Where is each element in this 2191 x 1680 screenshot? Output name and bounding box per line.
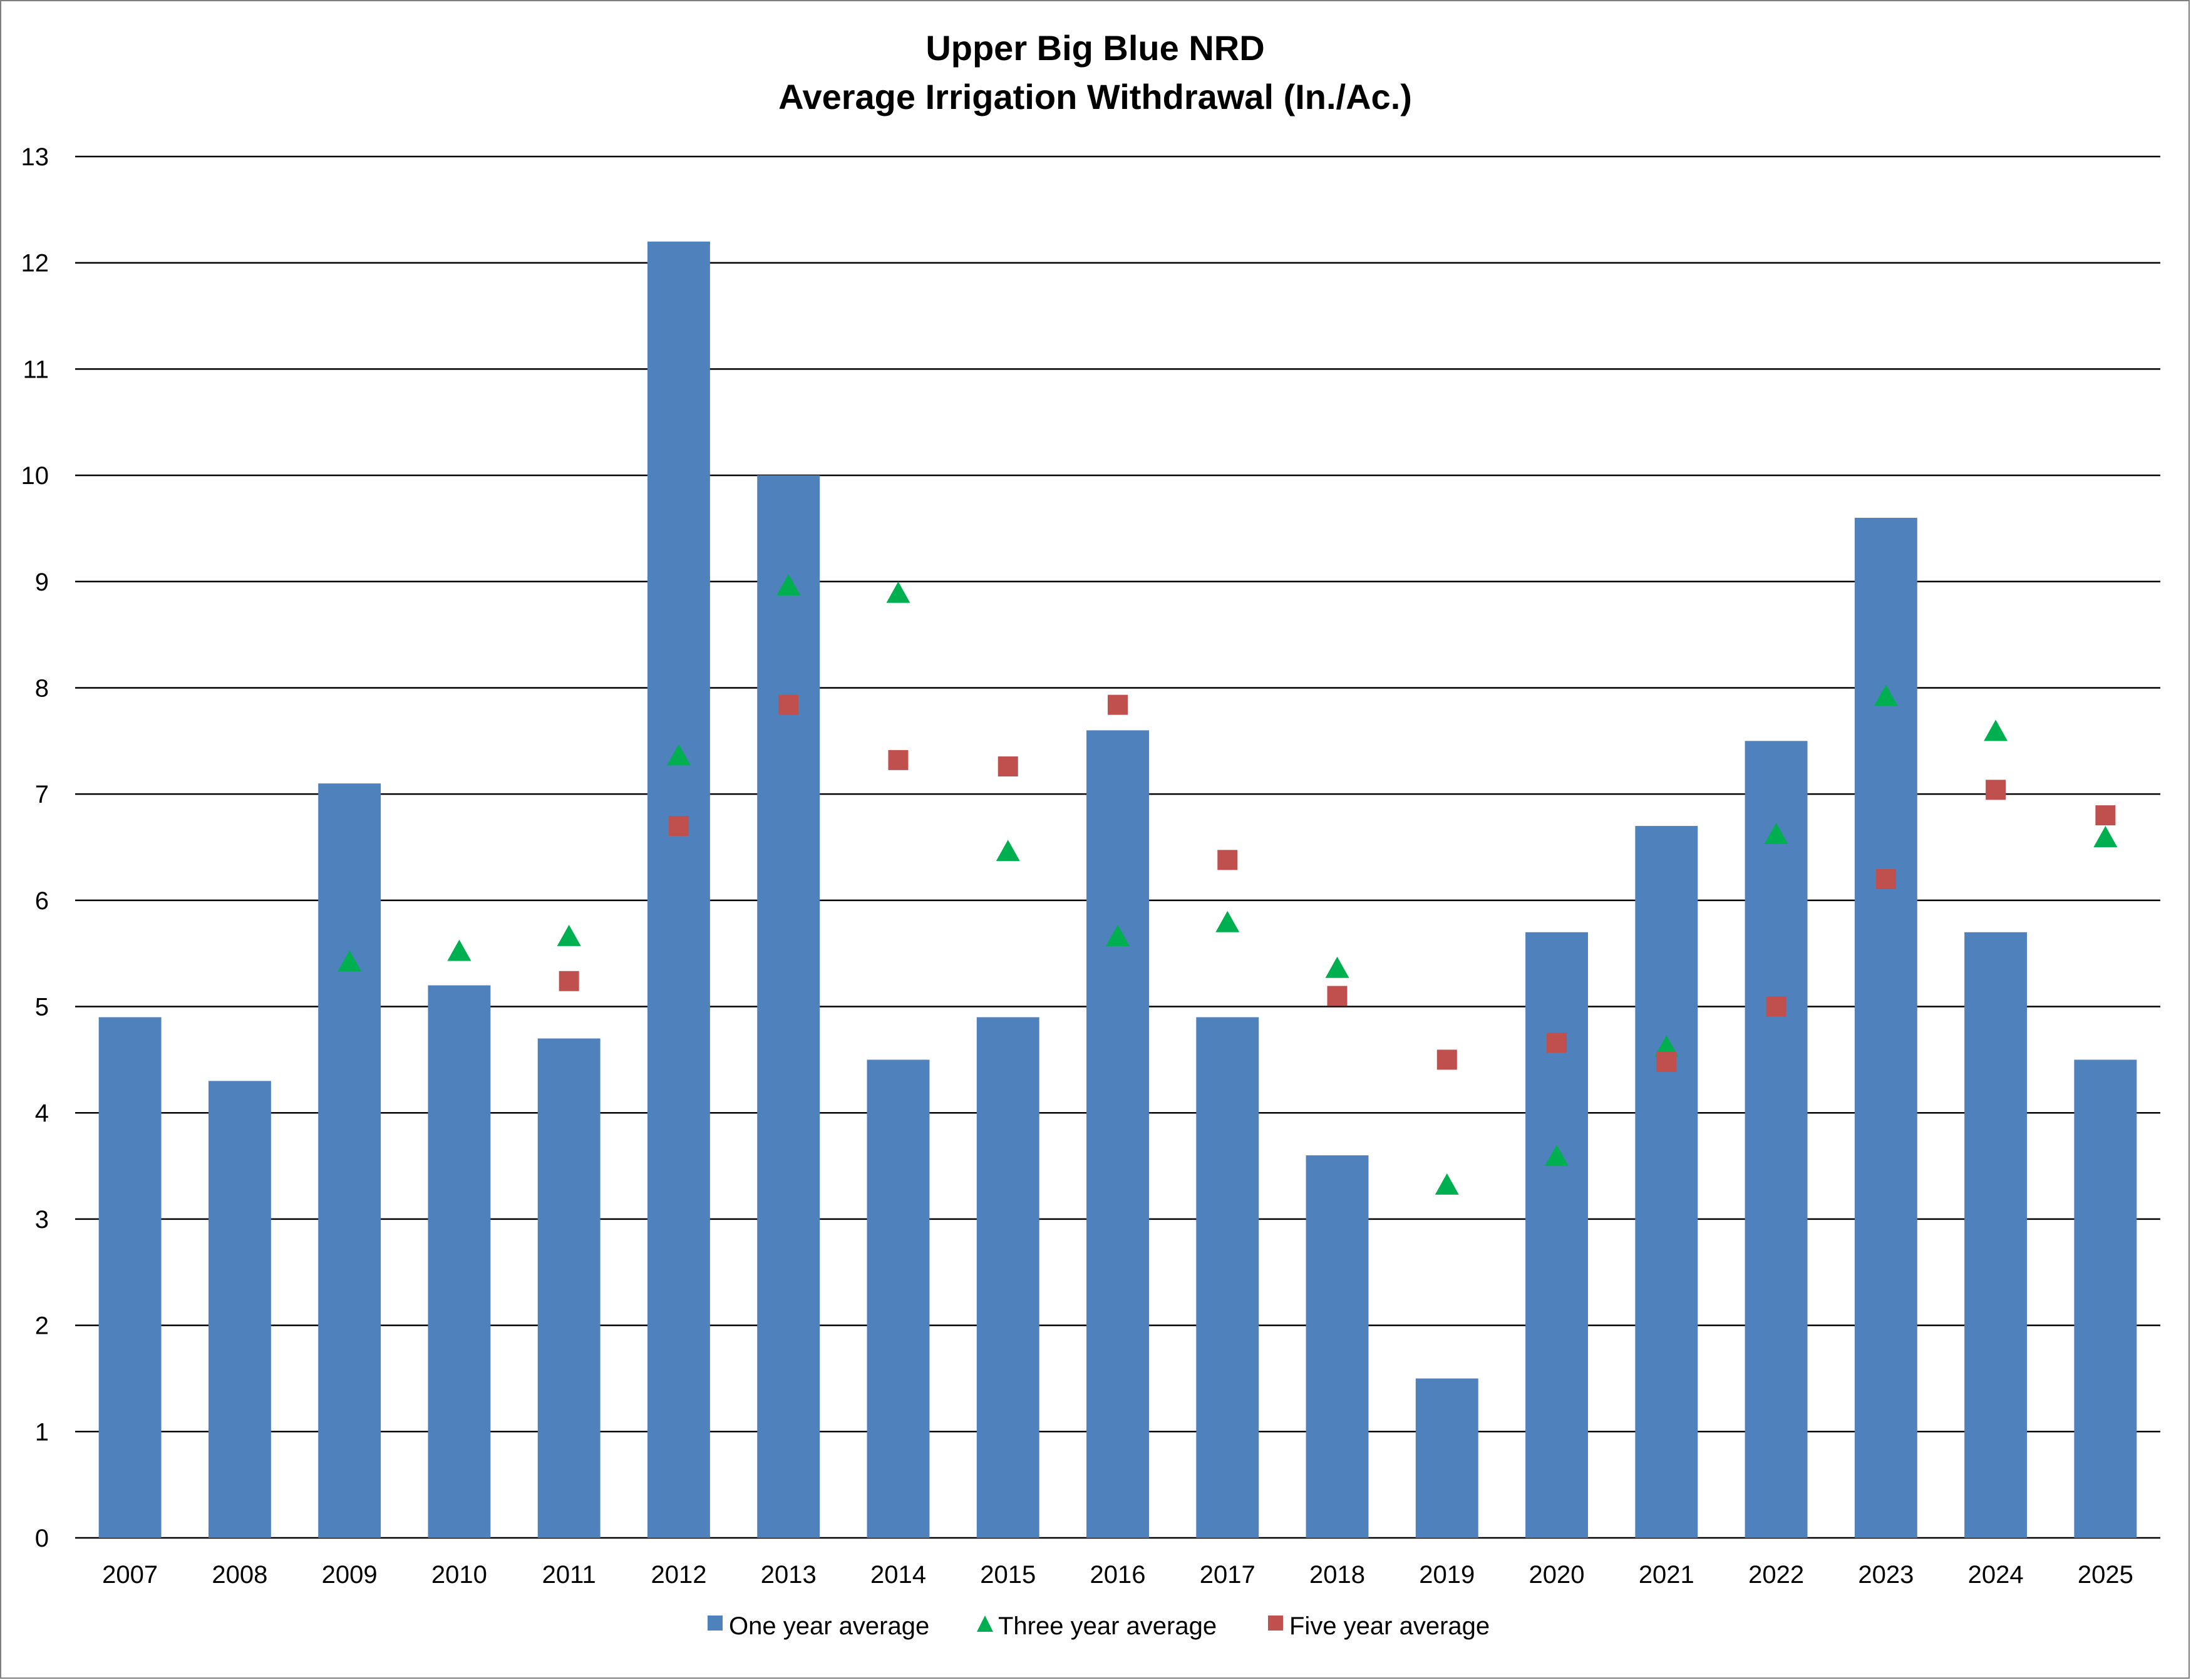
y-tick-label: 2: [35, 1312, 49, 1340]
x-tick-label: 2010: [431, 1561, 487, 1589]
x-tick-label: 2024: [1968, 1561, 2024, 1589]
bar: [98, 1017, 162, 1538]
legend-label: Five year average: [1289, 1612, 1490, 1640]
square-marker: [1436, 1049, 1457, 1070]
y-tick-label: 12: [21, 250, 49, 277]
x-tick-label: 2025: [2078, 1561, 2133, 1589]
square-marker: [1327, 986, 1348, 1006]
bar: [318, 783, 381, 1538]
x-tick-label: 2021: [1639, 1561, 1694, 1589]
bar: [1306, 1155, 1369, 1538]
triangle-marker: [666, 744, 691, 766]
y-tick-label: 5: [35, 994, 49, 1021]
y-tick-label: 10: [21, 462, 49, 490]
triangle-marker: [886, 581, 910, 603]
x-tick-label: 2018: [1309, 1561, 1365, 1589]
bar: [537, 1038, 601, 1538]
square-marker: [559, 971, 579, 991]
x-tick-label: 2008: [212, 1561, 267, 1589]
x-tick-label: 2013: [761, 1561, 817, 1589]
triangle-marker: [1984, 719, 2008, 741]
y-tick-label: 0: [35, 1525, 49, 1552]
square-marker: [1656, 1051, 1677, 1072]
x-tick-label: 2022: [1748, 1561, 1804, 1589]
bar: [428, 985, 491, 1538]
bar: [1415, 1378, 1478, 1538]
x-tick-label: 2016: [1090, 1561, 1146, 1589]
square-marker: [1766, 996, 1786, 1017]
x-tick-label: 2007: [102, 1561, 158, 1589]
legend-square-icon: [708, 1616, 723, 1631]
y-tick-label: 11: [23, 356, 49, 383]
legend: One year average Three year average Five y…: [708, 1612, 1490, 1640]
bar: [757, 475, 820, 1538]
bar-series: [98, 241, 2137, 1538]
square-marker: [2095, 805, 2116, 826]
square-marker: [1217, 850, 1238, 870]
y-tick-label: 3: [35, 1206, 49, 1234]
x-tick-label: 2017: [1200, 1561, 1255, 1589]
legend-triangle-icon: [977, 1616, 993, 1632]
bar: [867, 1059, 930, 1538]
triangle-marker: [1106, 924, 1130, 946]
triangle-marker: [996, 840, 1020, 862]
bar: [1964, 932, 2028, 1538]
x-tick-label: 2009: [322, 1561, 378, 1589]
square-marker: [1875, 868, 1896, 889]
bar: [1196, 1017, 1259, 1538]
square-marker: [998, 756, 1018, 777]
x-tick-label: 2014: [870, 1561, 926, 1589]
legend-square-icon: [1268, 1616, 1283, 1631]
y-tick-label: 7: [35, 781, 49, 808]
triangle-marker: [1654, 1035, 1679, 1057]
y-tick-label: 1: [35, 1418, 49, 1446]
bar: [1086, 730, 1149, 1538]
x-tick-label: 2011: [542, 1561, 596, 1589]
y-tick-label: 13: [21, 143, 49, 171]
x-tick-label: 2015: [980, 1561, 1036, 1589]
y-tick-label: 6: [35, 887, 49, 915]
triangle-marker: [1325, 956, 1349, 978]
triangle-marker: [1215, 910, 1240, 932]
bar: [1525, 932, 1589, 1538]
triangle-marker: [1545, 1145, 1569, 1167]
triangle-marker: [1435, 1173, 1459, 1195]
marker-series: [338, 574, 2118, 1195]
y-tick-label: 8: [35, 674, 49, 702]
chart-title: Upper Big Blue NRD: [925, 28, 1264, 68]
square-marker: [1986, 780, 2006, 800]
bar: [208, 1081, 271, 1538]
gridlines: [75, 155, 2160, 1539]
y-tick-label: 9: [35, 569, 49, 596]
triangle-marker: [2093, 826, 2118, 848]
triangle-marker: [447, 939, 472, 961]
legend-label: Three year average: [998, 1612, 1217, 1640]
bar: [1854, 517, 1917, 1538]
bar: [1635, 826, 1698, 1538]
chart-subtitle: Average Irrigation Withdrawal (In./Ac.): [778, 77, 1412, 116]
triangle-marker: [1764, 822, 1788, 844]
x-tick-label: 2023: [1858, 1561, 1914, 1589]
square-marker: [888, 750, 909, 770]
y-tick-label: 4: [35, 1100, 49, 1127]
square-marker: [778, 694, 799, 715]
triangle-marker: [1874, 684, 1898, 706]
x-tick-label: 2012: [651, 1561, 706, 1589]
square-marker: [1547, 1033, 1567, 1053]
square-marker: [1108, 694, 1128, 715]
triangle-marker: [557, 924, 581, 946]
bar: [2074, 1059, 2137, 1538]
bar: [976, 1017, 1039, 1538]
square-marker: [668, 816, 689, 837]
triangle-marker: [776, 574, 801, 595]
triangle-marker: [338, 950, 362, 972]
x-tick-label: 2020: [1529, 1561, 1585, 1589]
bar: [1745, 741, 1808, 1538]
x-tick-label: 2019: [1419, 1561, 1475, 1589]
legend-label: One year average: [729, 1612, 929, 1640]
bar: [647, 241, 710, 1538]
x-axis-ticks: 2007 2008 2009 2010 2011 2012 2013 2014 2015 2016…: [102, 1561, 2133, 1589]
